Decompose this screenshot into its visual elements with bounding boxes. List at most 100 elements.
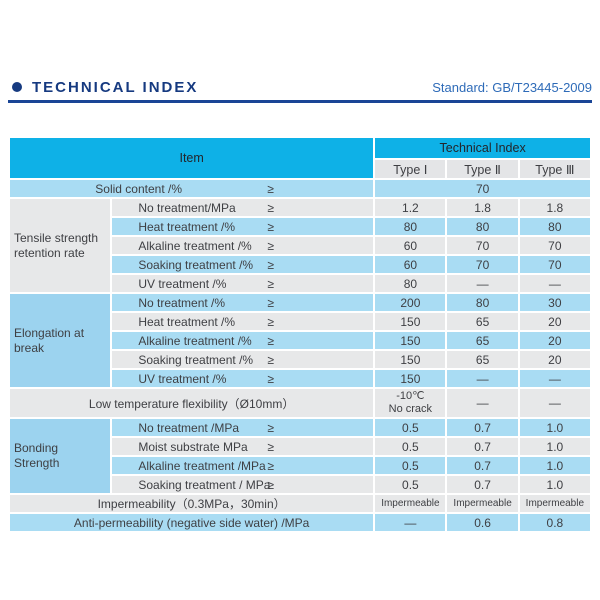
value-cell: 0.6 xyxy=(447,514,518,531)
gte-symbol: ≥ xyxy=(267,181,274,196)
row-label-cell: UV treatment /% ≥ xyxy=(112,370,374,387)
header-divider xyxy=(8,100,592,103)
row-label-cell: Alkaline treatment /% ≥ xyxy=(112,332,374,349)
value-cell: 0.7 xyxy=(447,438,518,455)
technical-index-table: Item Technical Index Type Ⅰ Type Ⅱ Type … xyxy=(8,136,592,533)
gte-symbol: ≥ xyxy=(267,477,274,492)
value-cell: 150 xyxy=(375,313,446,330)
value-cell: 150 xyxy=(375,370,446,387)
value-cell: 80 xyxy=(375,218,446,235)
value-cell: 65 xyxy=(447,313,518,330)
table-row: Moist substrate MPa ≥ 0.5 0.7 1.0 xyxy=(10,438,590,455)
value-cell: Impermeable xyxy=(519,495,590,512)
row-label-cell: Alkaline treatment /% ≥ xyxy=(112,237,374,254)
value-cell: 1.8 xyxy=(447,199,518,216)
value-cell: 0.7 xyxy=(447,476,518,493)
table-row: Soaking treatment /% ≥ 60 70 70 xyxy=(10,256,590,273)
value-cell: 70 xyxy=(447,256,518,273)
row-label-cell: Solid content /% ≥ xyxy=(10,180,374,197)
row-label: No treatment/MPa xyxy=(138,200,236,215)
gte-symbol: ≥ xyxy=(267,200,274,215)
item-header-cell: Item xyxy=(10,138,374,178)
value-cell: — xyxy=(447,389,518,417)
value-cell: 70 xyxy=(519,256,590,273)
value-cell: 80 xyxy=(375,275,446,292)
value-cell: 30 xyxy=(519,294,590,311)
technical-index-header-cell: Technical Index xyxy=(375,138,590,158)
row-label: Alkaline treatment /% xyxy=(138,333,252,348)
row-label-cell: UV treatment /% ≥ xyxy=(112,275,374,292)
gte-symbol: ≥ xyxy=(267,458,274,473)
table-row: Alkaline treatment /% ≥ 150 65 20 xyxy=(10,332,590,349)
row-label: No treatment /% xyxy=(138,295,226,310)
table-row: UV treatment /% ≥ 80 — — xyxy=(10,275,590,292)
row-label: Soaking treatment /% xyxy=(138,257,254,272)
row-label: Alkaline treatment /% xyxy=(138,238,252,253)
table-row: Soaking treatment / MPa ≥ 0.5 0.7 1.0 xyxy=(10,476,590,493)
value-cell: 0.5 xyxy=(375,419,446,436)
value-cell: 65 xyxy=(447,332,518,349)
standard-label: Standard: GB/T23445-2009 xyxy=(432,79,592,95)
value-cell: -10℃ No crack xyxy=(375,389,446,417)
table-header-row-1: Item Technical Index xyxy=(10,138,590,178)
value-cell: 0.8 xyxy=(519,514,590,531)
value-line: No crack xyxy=(388,403,433,415)
value-cell: — xyxy=(447,275,518,292)
row-label-cell: Impermeability（0.3MPa，30min） xyxy=(10,495,374,512)
value-cell: 0.5 xyxy=(375,476,446,493)
value-cell: 0.5 xyxy=(375,457,446,474)
row-label-cell: Soaking treatment /% ≥ xyxy=(112,351,374,368)
gte-symbol: ≥ xyxy=(267,371,274,386)
value-cell: — xyxy=(519,389,590,417)
value-cell: 150 xyxy=(375,351,446,368)
value-cell: — xyxy=(519,370,590,387)
value-cell: 1.0 xyxy=(519,419,590,436)
bullet-icon xyxy=(12,82,22,92)
value-cell: — xyxy=(375,514,446,531)
value-cell: 80 xyxy=(447,294,518,311)
value-cell: 1.0 xyxy=(519,457,590,474)
row-label: Solid content /% xyxy=(95,181,182,196)
row-label: Moist substrate MPa xyxy=(138,439,248,454)
group-cell-tensile: Tensile strength retention rate xyxy=(10,199,111,292)
table-row: Bonding Strength No treatment /MPa ≥ 0.5 … xyxy=(10,419,590,493)
table-row: Heat treatment /% ≥ 150 65 20 xyxy=(10,313,590,330)
gte-symbol: ≥ xyxy=(267,333,274,348)
value-cell: 80 xyxy=(447,218,518,235)
value-cell: 20 xyxy=(519,313,590,330)
gte-symbol: ≥ xyxy=(267,314,274,329)
value-cell: 80 xyxy=(519,218,590,235)
value-cell: — xyxy=(447,370,518,387)
table-row: UV treatment /% ≥ 150 — — xyxy=(10,370,590,387)
type1-header-cell: Type Ⅰ xyxy=(375,160,446,178)
row-label-cell: No treatment /MPa ≥ xyxy=(112,419,374,436)
value-cell: 1.0 xyxy=(519,438,590,455)
row-label-cell: No treatment /% ≥ xyxy=(112,294,374,311)
row-label: Alkaline treatment /MPa xyxy=(138,458,266,473)
value-cell: 20 xyxy=(519,332,590,349)
table-row: Heat treatment /% ≥ 80 80 80 xyxy=(10,218,590,235)
value-cell: 65 xyxy=(447,351,518,368)
row-label-cell: Anti-permeability (negative side water) … xyxy=(10,514,374,531)
group-cell-elongation: Elongation at break xyxy=(10,294,111,387)
page-header: TECHNICAL INDEX Standard: GB/T23445-2009 xyxy=(8,76,592,98)
value-cell: 1.2 xyxy=(375,199,446,216)
table-row: Elongation at break No treatment /% ≥ 200… xyxy=(10,294,590,387)
row-label-cell: Heat treatment /% ≥ xyxy=(112,313,374,330)
row-label: UV treatment /% xyxy=(138,371,227,386)
table-row: Impermeability（0.3MPa，30min） Impermeable… xyxy=(10,495,590,512)
value-cell: 70 xyxy=(375,180,590,197)
value-cell: 60 xyxy=(375,237,446,254)
value-cell: 1.0 xyxy=(519,476,590,493)
row-label-cell: Heat treatment /% ≥ xyxy=(112,218,374,235)
gte-symbol: ≥ xyxy=(267,219,274,234)
table-row: Anti-permeability (negative side water) … xyxy=(10,514,590,531)
group-cell-bonding: Bonding Strength xyxy=(10,419,111,493)
value-cell: 70 xyxy=(447,237,518,254)
gte-symbol: ≥ xyxy=(267,352,274,367)
row-label: Soaking treatment / MPa xyxy=(138,477,271,492)
table-row: Alkaline treatment /% ≥ 60 70 70 xyxy=(10,237,590,254)
gte-symbol: ≥ xyxy=(267,295,274,310)
gte-symbol: ≥ xyxy=(267,420,274,435)
